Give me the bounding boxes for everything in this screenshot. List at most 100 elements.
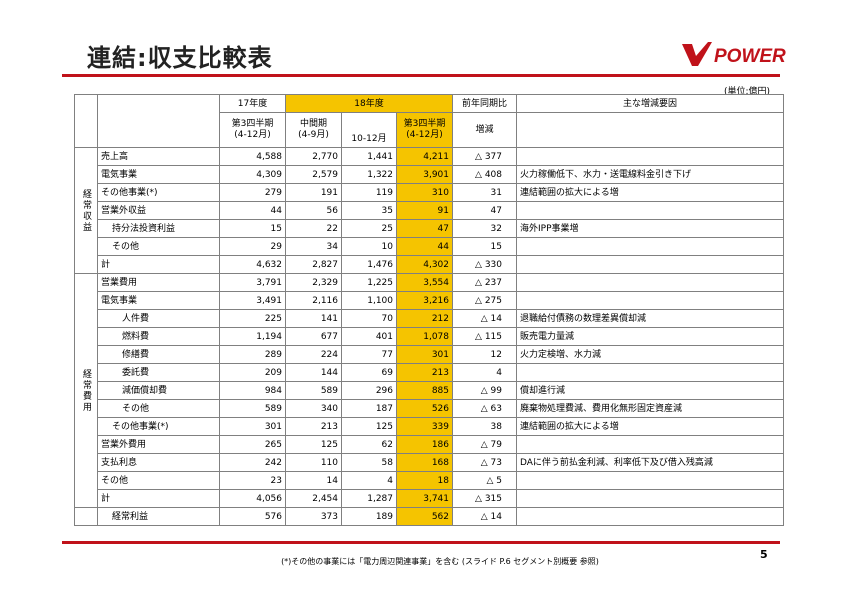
value-fy18-oct-dec: 4 (341, 471, 397, 490)
value-fy17-q3: 265 (219, 435, 286, 454)
value-fy18-h1: 191 (285, 183, 342, 202)
table-row: その他 23 14 4 18 △ 5 (75, 471, 784, 490)
value-change: 4 (452, 363, 517, 382)
value-fy17-q3: 225 (219, 309, 286, 328)
value-fy17-q3: 15 (219, 219, 286, 238)
value-fy18-h1: 34 (285, 237, 342, 256)
row-reason (516, 471, 784, 490)
value-fy18-oct-dec: 189 (341, 507, 397, 526)
table-row: 人件費 225 141 70 212 △ 14 退職給付債務の数理差異償却減 (75, 309, 784, 328)
value-fy18-oct-dec: 62 (341, 435, 397, 454)
row-reason (516, 507, 784, 526)
row-label: 計 (97, 255, 220, 274)
value-fy18-oct-dec: 1,476 (341, 255, 397, 274)
row-label: 減価償却費 (97, 381, 220, 400)
value-fy18-h1: 340 (285, 399, 342, 418)
value-fy18-h1: 2,329 (285, 273, 342, 292)
row-label: その他 (97, 237, 220, 256)
value-fy17-q3: 576 (219, 507, 286, 526)
value-fy17-q3: 4,056 (219, 489, 286, 508)
table-row: 営業外収益 44 56 35 91 47 (75, 201, 784, 220)
row-label: 経常利益 (97, 507, 220, 526)
row-reason (516, 147, 784, 166)
value-fy18-q3: 562 (396, 507, 453, 526)
value-fy18-q3: 47 (396, 219, 453, 238)
value-fy18-q3: 339 (396, 417, 453, 436)
value-fy18-h1: 14 (285, 471, 342, 490)
table-row: 営業外費用 265 125 62 186 △ 79 (75, 435, 784, 454)
value-fy18-h1: 589 (285, 381, 342, 400)
row-reason: 火力稼働低下、水力・送電線料金引き下げ (516, 165, 784, 184)
value-fy17-q3: 44 (219, 201, 286, 220)
row-reason: 海外IPP事業増 (516, 219, 784, 238)
table-row: 委託費 209 144 69 213 4 (75, 363, 784, 382)
header-yoy: 前年同期比 (452, 94, 517, 113)
value-fy18-q3: 301 (396, 345, 453, 364)
value-change: △ 408 (452, 165, 517, 184)
value-fy18-oct-dec: 119 (341, 183, 397, 202)
table-row: 持分法投資利益 15 22 25 47 32 海外IPP事業増 (75, 219, 784, 238)
value-fy18-h1: 56 (285, 201, 342, 220)
footnote: (*)その他の事業には「電力周辺関連事業」を含む (スライド P.6 セグメント… (281, 557, 599, 566)
value-fy18-oct-dec: 10 (341, 237, 397, 256)
footer-rule (62, 541, 780, 544)
value-fy18-q3: 213 (396, 363, 453, 382)
value-change: 32 (452, 219, 517, 238)
row-reason (516, 237, 784, 256)
value-fy18-q3: 526 (396, 399, 453, 418)
value-fy18-q3: 3,554 (396, 273, 453, 292)
value-fy18-q3: 3,901 (396, 165, 453, 184)
header-reasons: 主な増減要因 (516, 94, 784, 113)
value-change: △ 99 (452, 381, 517, 400)
value-fy18-oct-dec: 35 (341, 201, 397, 220)
table-row: 計 4,632 2,827 1,476 4,302 △ 330 (75, 255, 784, 274)
value-fy18-h1: 373 (285, 507, 342, 526)
row-label: 支払利息 (97, 453, 220, 472)
value-fy18-h1: 2,454 (285, 489, 342, 508)
row-reason: DAに伴う前払金利減、利率低下及び借入残高減 (516, 453, 784, 472)
row-reason (516, 363, 784, 382)
value-fy17-q3: 279 (219, 183, 286, 202)
value-fy18-q3: 18 (396, 471, 453, 490)
value-change: 15 (452, 237, 517, 256)
header-rule (62, 74, 780, 77)
row-reason: 連結範囲の拡大による増 (516, 417, 784, 436)
header-fy17: 17年度 (219, 94, 286, 113)
value-fy18-h1: 2,827 (285, 255, 342, 274)
value-change: △ 73 (452, 453, 517, 472)
table-row: 減価償却費 984 589 296 885 △ 99 償却進行減 (75, 381, 784, 400)
value-fy17-q3: 3,491 (219, 291, 286, 310)
value-fy18-h1: 125 (285, 435, 342, 454)
value-fy17-q3: 4,309 (219, 165, 286, 184)
row-label: その他 (97, 399, 220, 418)
row-label: 燃料費 (97, 327, 220, 346)
value-change: 31 (452, 183, 517, 202)
value-fy18-h1: 110 (285, 453, 342, 472)
value-change: △ 330 (452, 255, 517, 274)
row-reason: 退職給付債務の数理差異償却減 (516, 309, 784, 328)
row-reason (516, 273, 784, 292)
value-change: △ 315 (452, 489, 517, 508)
row-label: 人件費 (97, 309, 220, 328)
value-fy18-q3: 212 (396, 309, 453, 328)
row-reason (516, 489, 784, 508)
header-change: 増減 (475, 125, 494, 135)
value-fy18-oct-dec: 1,225 (341, 273, 397, 292)
value-fy18-oct-dec: 187 (341, 399, 397, 418)
value-fy17-q3: 984 (219, 381, 286, 400)
value-change: △ 14 (452, 309, 517, 328)
value-fy18-q3: 4,211 (396, 147, 453, 166)
table-row: 経常費用 営業費用 3,791 2,329 1,225 3,554 △ 237 (74, 273, 784, 508)
value-change: △ 5 (452, 471, 517, 490)
table-row: その他事業(*) 279 191 119 310 31 連結範囲の拡大による増 (75, 183, 784, 202)
value-fy17-q3: 301 (219, 417, 286, 436)
row-reason: 販売電力量減 (516, 327, 784, 346)
row-reason (516, 435, 784, 454)
value-fy18-q3: 1,078 (396, 327, 453, 346)
table-row: 計 4,056 2,454 1,287 3,741 △ 315 (75, 489, 784, 508)
row-reason: 火力定検増、水力減 (516, 345, 784, 364)
row-label: 計 (97, 489, 220, 508)
value-fy17-q3: 4,588 (219, 147, 286, 166)
row-reason: 廃棄物処理費減、費用化無形固定資産減 (516, 399, 784, 418)
value-fy18-h1: 213 (285, 417, 342, 436)
